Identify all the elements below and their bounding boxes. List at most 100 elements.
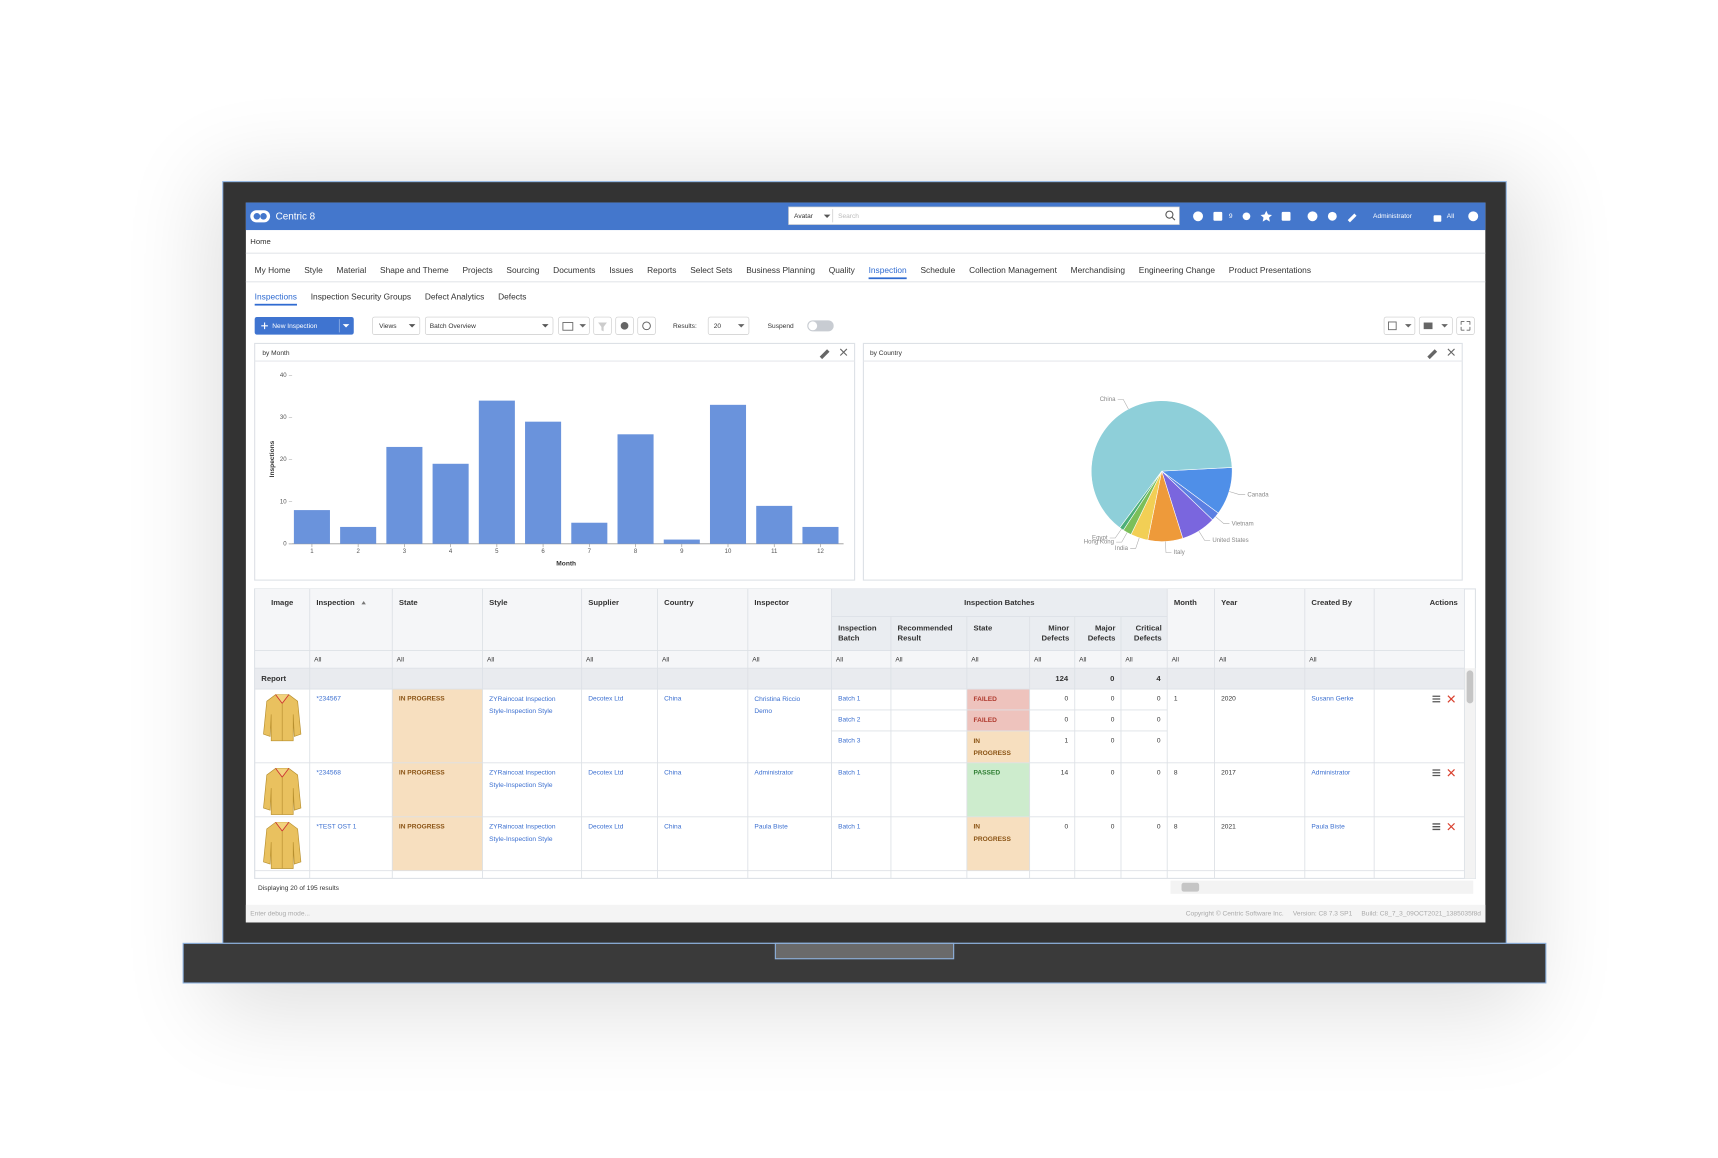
column-filter[interactable]: All	[397, 657, 405, 664]
nav-item[interactable]: Collection Management	[969, 265, 1058, 275]
column-filter[interactable]: All	[895, 657, 903, 664]
column-header[interactable]: State	[399, 598, 419, 607]
views-dropdown[interactable]	[372, 316, 421, 335]
supplier-link[interactable]: Decotex Ltd	[588, 696, 624, 703]
nav-item[interactable]: Quality	[829, 265, 856, 275]
nav-item[interactable]: Material	[337, 265, 367, 275]
delete-action[interactable]	[1447, 695, 1455, 703]
column-header[interactable]: Year	[1221, 598, 1237, 607]
delete-action[interactable]	[1447, 822, 1455, 831]
nav-item[interactable]: Shape and Theme	[380, 265, 449, 275]
column-filter[interactable]: All	[1079, 657, 1087, 664]
column-header[interactable]: Image	[271, 598, 294, 607]
column-header[interactable]: Major Defects	[1088, 624, 1116, 643]
column-filter[interactable]: All	[836, 657, 844, 664]
style-link[interactable]: ZYRaincoat Inspection Style-Inspection St…	[489, 769, 556, 788]
country-link[interactable]: China	[664, 769, 682, 776]
column-header[interactable]: State	[973, 624, 993, 633]
nav-item[interactable]: Defect Analytics	[425, 291, 484, 301]
nav-item[interactable]: My Home	[255, 265, 291, 275]
edit-action[interactable]	[1432, 823, 1441, 831]
nav-item[interactable]: Reports	[647, 265, 676, 275]
results-value[interactable]: 20	[714, 323, 722, 330]
column-filter[interactable]: All	[1172, 657, 1180, 664]
user-name[interactable]: Administrator	[1373, 213, 1413, 220]
view-name[interactable]: Batch Overview	[430, 323, 476, 330]
column-filter[interactable]: All	[1034, 657, 1042, 664]
created-by-link[interactable]: Paula Biste	[1311, 823, 1345, 830]
column-filter[interactable]: All	[1309, 657, 1317, 664]
views-label[interactable]: Views	[379, 323, 397, 330]
country-link[interactable]: China	[664, 823, 682, 830]
v-scrollbar[interactable]	[1464, 668, 1476, 879]
column-header[interactable]: Recommended Result	[898, 624, 953, 643]
nav-item[interactable]: Select Sets	[690, 265, 732, 275]
column-header[interactable]: Style	[489, 598, 508, 607]
nav-item[interactable]: Projects	[462, 265, 492, 275]
h-scroll-thumb[interactable]	[1181, 882, 1200, 892]
column-filter[interactable]: All	[1125, 657, 1133, 664]
panel-icons[interactable]	[819, 348, 1455, 360]
created-by-link[interactable]: Administrator	[1311, 769, 1351, 776]
column-header[interactable]: Inspection	[316, 598, 355, 607]
column-filter[interactable]: All	[586, 657, 594, 664]
nav-item[interactable]: Business Planning	[746, 265, 815, 275]
inspector-link[interactable]: Christina Riccio Demo	[754, 696, 800, 715]
new-button[interactable]	[254, 317, 354, 335]
batch-link[interactable]: Batch 1	[838, 696, 861, 703]
inspection-link[interactable]: *234567	[316, 696, 341, 703]
view-dropdown[interactable]	[424, 316, 554, 335]
supplier-link[interactable]: Decotex Ltd	[588, 823, 624, 830]
batch-link[interactable]: Batch 1	[838, 823, 861, 830]
edit-action[interactable]	[1432, 695, 1441, 703]
nav-item[interactable]: Inspection	[869, 265, 907, 275]
supplier-link[interactable]: Decotex Ltd	[588, 769, 624, 776]
nav-item[interactable]: Sourcing	[506, 265, 539, 275]
nav-item[interactable]: Merchandising	[1071, 265, 1126, 275]
nav-item[interactable]: Documents	[553, 265, 595, 275]
inspection-link[interactable]: *234568	[316, 769, 341, 776]
created-by-link[interactable]: Susann Gerke	[1311, 696, 1353, 703]
toolbar-buttons[interactable]	[558, 316, 1475, 335]
nav-item[interactable]: Product Presentations	[1229, 265, 1311, 275]
column-header[interactable]: Minor Defects	[1041, 624, 1069, 643]
batch-link[interactable]: Batch 1	[838, 769, 861, 776]
nav-item[interactable]: Style	[304, 265, 323, 275]
column-filter[interactable]: All	[662, 657, 670, 664]
column-filter[interactable]: All	[487, 657, 495, 664]
search-icon[interactable]	[1165, 210, 1176, 221]
country-link[interactable]: China	[664, 696, 682, 703]
scope[interactable]: All	[1447, 213, 1455, 220]
column-header[interactable]: Inspection Batch	[838, 624, 877, 643]
column-filter[interactable]: All	[314, 657, 322, 664]
style-link[interactable]: ZYRaincoat Inspection Style-Inspection St…	[489, 823, 556, 842]
batch-link[interactable]: Batch 2	[838, 717, 861, 724]
nav-item[interactable]: Engineering Change	[1139, 265, 1216, 275]
nav-item[interactable]: Issues	[609, 265, 633, 275]
edit-action[interactable]	[1432, 769, 1441, 777]
column-filter[interactable]: All	[752, 657, 760, 664]
nav-item[interactable]: Inspection Security Groups	[311, 291, 411, 301]
inspector-link[interactable]: Paula Biste	[754, 823, 788, 830]
column-header[interactable]: Month	[1174, 598, 1197, 607]
column-filter[interactable]: All	[1219, 657, 1227, 664]
nav-item[interactable]: Schedule	[920, 265, 955, 275]
debug-link[interactable]: Enter debug mode...	[250, 910, 310, 917]
h-scrollbar[interactable]	[1170, 880, 1474, 894]
inspection-link[interactable]: *TEST OST 1	[316, 823, 356, 830]
column-header[interactable]: Supplier	[588, 598, 619, 607]
breadcrumb[interactable]: Home	[250, 237, 271, 246]
column-header[interactable]: Country	[664, 598, 694, 607]
column-filter[interactable]: All	[971, 657, 979, 664]
nav-item[interactable]: Defects	[498, 291, 526, 301]
column-header[interactable]: Critical Defects	[1134, 624, 1162, 643]
inspector-link[interactable]: Administrator	[754, 769, 794, 776]
new-button-label[interactable]: New Inspection	[272, 323, 317, 330]
toolbar-icons[interactable]	[1193, 210, 1479, 223]
column-header[interactable]: Created By	[1311, 598, 1352, 607]
column-header[interactable]: Actions	[1430, 598, 1458, 607]
nav-item[interactable]: Inspections	[255, 291, 297, 301]
delete-action[interactable]	[1447, 769, 1455, 777]
column-header[interactable]: Inspector	[754, 598, 789, 607]
search-box[interactable]	[788, 206, 1180, 225]
